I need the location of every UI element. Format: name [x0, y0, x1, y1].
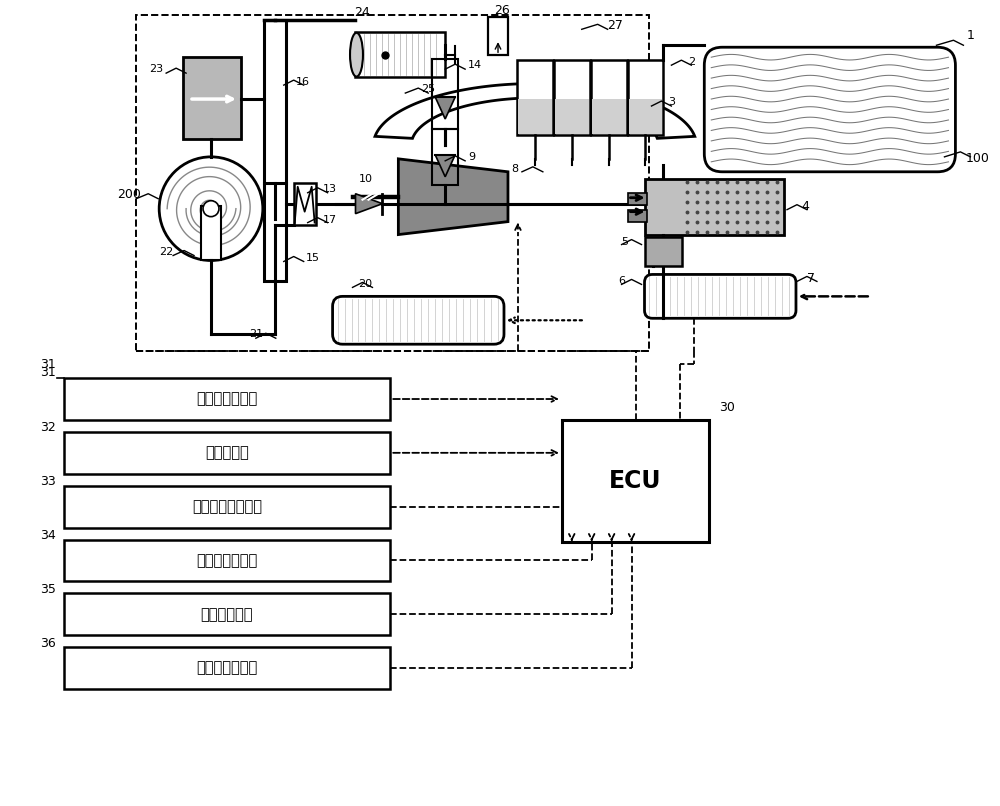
Text: 21: 21	[249, 329, 263, 339]
Polygon shape	[398, 159, 508, 235]
Bar	[64, 647, 390, 689]
Polygon shape	[435, 97, 455, 119]
Text: 27: 27	[607, 19, 623, 31]
Bar	[628, 193, 647, 205]
Bar	[64, 593, 390, 635]
Text: 17: 17	[323, 214, 337, 225]
Text: 34: 34	[40, 529, 55, 542]
Text: 35: 35	[40, 583, 55, 596]
Bar	[517, 60, 553, 135]
Text: 20: 20	[358, 280, 373, 289]
Text: 3: 3	[668, 97, 675, 107]
Text: 16: 16	[296, 77, 310, 87]
Bar	[555, 99, 589, 134]
Bar	[628, 60, 663, 135]
Text: 4: 4	[801, 200, 809, 213]
Text: 曲轴位置传感器: 曲轴位置传感器	[196, 392, 258, 406]
Text: 31: 31	[40, 358, 55, 371]
Polygon shape	[435, 155, 455, 177]
Bar	[488, 18, 508, 55]
Text: 23: 23	[149, 64, 163, 74]
Bar	[518, 99, 552, 134]
Bar	[628, 210, 647, 222]
FancyBboxPatch shape	[704, 48, 955, 172]
Text: 32: 32	[40, 422, 55, 434]
Bar	[264, 20, 286, 281]
Bar	[629, 99, 662, 134]
Text: 100: 100	[965, 152, 989, 165]
Bar	[294, 183, 316, 225]
Bar	[432, 129, 458, 185]
Bar	[645, 237, 682, 267]
Text: 25: 25	[421, 84, 435, 94]
Bar	[591, 60, 627, 135]
Text: 9: 9	[468, 152, 475, 162]
Text: 8: 8	[511, 164, 519, 174]
Bar	[432, 59, 458, 129]
Text: 22: 22	[159, 247, 173, 256]
Text: 15: 15	[306, 254, 320, 264]
Text: 24: 24	[355, 6, 370, 19]
FancyBboxPatch shape	[333, 297, 504, 344]
Bar	[64, 432, 390, 474]
Bar	[136, 15, 649, 351]
Bar	[201, 206, 221, 260]
Text: 26: 26	[494, 4, 510, 17]
Text: 冷却液水温传感器: 冷却液水温传感器	[192, 499, 262, 514]
Text: 环境温度传感器: 环境温度传感器	[196, 553, 258, 568]
Text: 31: 31	[40, 366, 55, 379]
Text: 33: 33	[40, 476, 55, 488]
Text: 36: 36	[40, 637, 55, 650]
Circle shape	[159, 157, 263, 260]
Bar	[64, 378, 390, 420]
Text: 上游氧传感器: 上游氧传感器	[201, 607, 253, 621]
FancyBboxPatch shape	[645, 275, 796, 318]
Bar	[645, 179, 784, 235]
Circle shape	[203, 201, 219, 217]
Bar	[592, 99, 626, 134]
Text: 13: 13	[323, 184, 337, 193]
Text: 2: 2	[688, 57, 695, 67]
Text: 1: 1	[966, 29, 974, 42]
Bar	[562, 420, 709, 542]
Ellipse shape	[350, 33, 363, 77]
Text: ECU: ECU	[609, 469, 662, 492]
Polygon shape	[355, 193, 382, 214]
Bar	[64, 486, 390, 528]
Polygon shape	[375, 84, 695, 139]
Text: 10: 10	[358, 174, 372, 184]
Text: 14: 14	[468, 60, 482, 70]
Bar	[64, 539, 390, 581]
Text: 车速传感器: 车速传感器	[205, 446, 249, 460]
Text: 200: 200	[117, 189, 141, 202]
Text: 6: 6	[618, 276, 625, 286]
Bar	[554, 60, 590, 135]
Bar	[355, 32, 445, 77]
Text: 30: 30	[719, 401, 735, 414]
Bar	[183, 57, 241, 139]
Text: 环境压力传感器: 环境压力传感器	[196, 661, 258, 675]
Text: 5: 5	[621, 236, 628, 247]
Text: 7: 7	[807, 272, 815, 285]
